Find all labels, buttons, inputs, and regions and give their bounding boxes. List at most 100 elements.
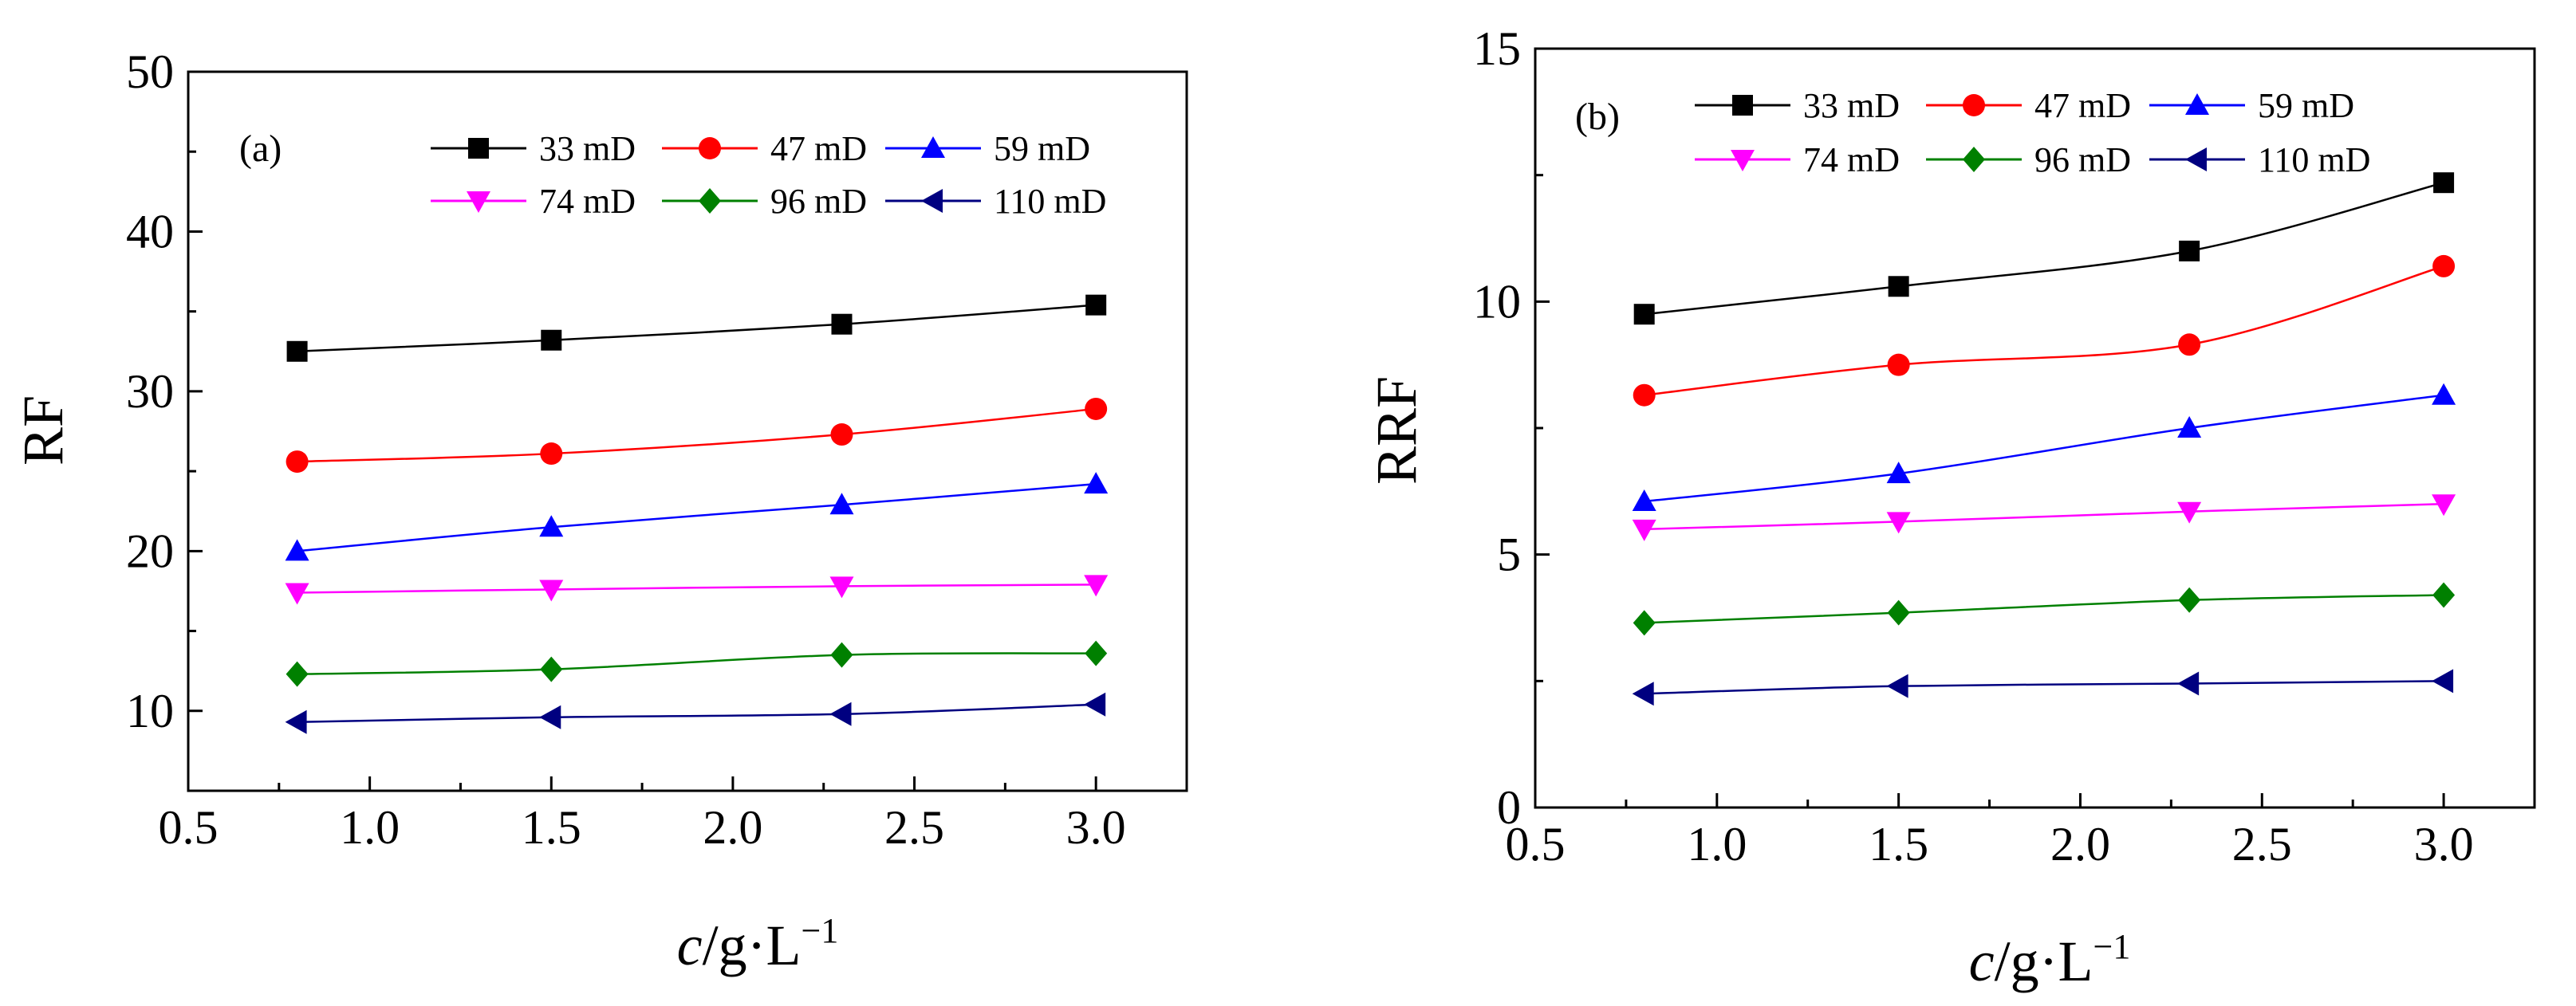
y-tick-label: 40 [126,205,174,257]
data-point [829,493,854,515]
series-line [297,407,1097,463]
x-tick-label: 3.0 [2414,818,2474,870]
series-line [1644,680,2444,695]
y-tick-label: 0 [1497,781,1521,834]
legend-label: 74 mD [1803,140,1900,179]
series-line [297,304,1097,353]
series-line [1644,502,2444,531]
series-line [297,703,1097,724]
data-point [2177,501,2202,524]
series-74-md [285,575,1109,605]
data-point [1887,353,1910,376]
legend-item: 33 mD [1695,86,1900,125]
legend-marker [921,189,943,213]
y-tick-label: 10 [1473,275,1521,328]
data-point [1085,397,1108,420]
series-33-md [1633,172,2455,325]
series-line [1644,265,2444,396]
legend-label: 47 mD [2034,86,2131,125]
legend-marker [467,191,490,213]
legend-marker [2185,93,2209,115]
panel-b: 0.5 1.0 1.5 2.0 2.5 3.0 0 5 10 15 c/g·L−1 RRF (b) 33 … [1365,22,2536,993]
data-point [541,329,562,351]
series-74-md [1632,494,2456,541]
data-point [2432,582,2456,608]
series-59-md [1632,383,2456,512]
panel-label: (b) [1575,96,1620,138]
data-point [1632,682,1654,706]
data-point [539,515,564,537]
data-point [2177,416,2202,438]
panel-a: 0.5 1.0 1.5 2.0 2.5 3.0 10 20 30 40 50 c/g·L−1 RF (a)… [11,45,1188,977]
data-point [540,656,563,682]
plot-frame [187,70,1188,792]
data-point [1633,383,1656,407]
legend-label: 33 mD [539,129,636,168]
data-point [1886,462,1911,484]
legend-item: 33 mD [431,129,636,168]
legend-item: 59 mD [885,129,1090,168]
data-point [2178,587,2201,613]
legend-marker [1731,150,1755,171]
data-point [830,423,853,446]
data-point [286,340,308,362]
data-point [2432,669,2454,694]
legend-label: 59 mD [2258,86,2354,125]
legend-label: 59 mD [994,129,1090,168]
legend-label: 47 mD [770,129,867,168]
data-point [831,313,853,335]
series-59-md [285,472,1109,561]
series-110-md [1632,669,2454,706]
y-tick-label: 20 [126,525,174,577]
data-point [1887,599,1910,626]
legend-marker [921,136,945,158]
data-point [1085,294,1107,316]
series-96-md [286,640,1108,687]
y-axis-title: RF [11,395,75,466]
legend-label: 96 mD [2034,140,2131,179]
legend-item: 110 mD [2149,140,2370,179]
legend-marker [2185,147,2207,171]
y-tick-label: 5 [1497,529,1521,581]
legend-marker [699,188,721,214]
x-tick-label: 1.0 [1687,818,1747,870]
y-tick-label: 10 [126,685,174,737]
data-point [1886,512,1911,534]
data-point [539,580,564,602]
data-point [285,539,309,561]
data-point [2178,333,2201,356]
legend-item: 59 mD [2149,86,2354,125]
data-point [2432,494,2456,517]
data-point [1084,692,1106,717]
series-line [297,584,1097,594]
x-tick-label: 0.5 [159,801,219,854]
legend-item: 74 mD [1695,140,1900,179]
legend: 33 mD 47 mD 59 mD 74 mD 96 mD 110 mD [431,129,1106,221]
legend: 33 mD 47 mD 59 mD 74 mD 96 mD 110 mD [1695,86,2370,179]
x-tick-label: 2.5 [884,801,944,854]
data-point [540,442,563,466]
data-point [286,450,309,474]
data-point [830,642,853,668]
data-point [1085,640,1108,666]
legend-label: 110 mD [994,182,1106,221]
data-point [2432,254,2456,277]
legend-label: 110 mD [2258,140,2370,179]
legend-marker [699,137,721,159]
series-line [1644,594,2444,624]
legend-item: 96 mD [662,182,867,221]
legend-item: 74 mD [431,182,636,221]
series-110-md [285,692,1106,734]
panel-label: (a) [239,128,282,170]
legend-item: 47 mD [662,129,867,168]
data-point [1084,472,1109,494]
series-47-md [1633,254,2456,407]
x-tick-label: 2.5 [2232,818,2292,870]
legend-label: 74 mD [539,182,636,221]
x-tick-label: 1.5 [522,801,581,854]
x-tick-label: 1.5 [1869,818,1928,870]
x-tick-label: 0.5 [1506,818,1566,870]
x-tick-label: 2.0 [703,801,762,854]
data-point [2433,172,2455,194]
